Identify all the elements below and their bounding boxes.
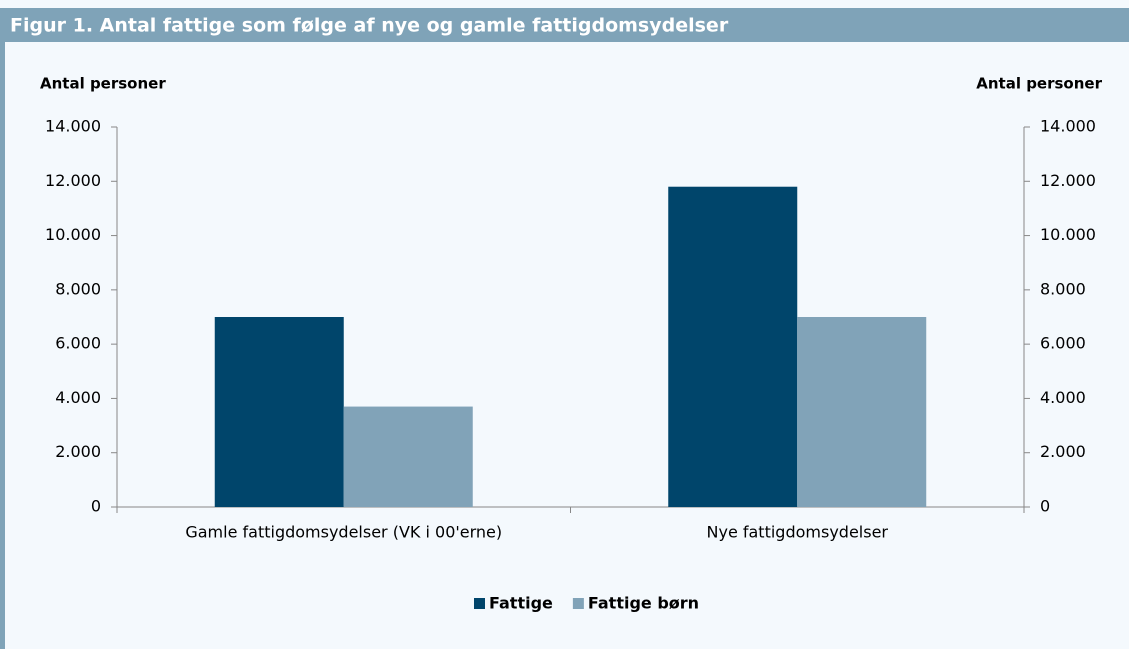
y-axis-label: Antal personer xyxy=(40,75,166,93)
x-tick-label: Gamle fattigdomsydelser (VK i 00'erne) xyxy=(185,523,502,542)
y-tick-label: 12.000 xyxy=(45,171,101,190)
y-tick-label: 8.000 xyxy=(55,279,101,298)
y-tick-label: 6.000 xyxy=(55,334,101,353)
header-bar xyxy=(0,8,1129,42)
y2-tick-label: 10.000 xyxy=(1040,225,1096,244)
x-tick-label: Nye fattigdomsydelser xyxy=(707,523,889,542)
legend-label: Fattige børn xyxy=(588,594,699,613)
bar xyxy=(797,317,927,507)
y2-tick-label: 14.000 xyxy=(1040,117,1096,136)
y2-tick-label: 12.000 xyxy=(1040,171,1096,190)
y-tick-label: 14.000 xyxy=(45,117,101,136)
legend-swatch xyxy=(474,598,485,609)
y2-tick-label: 4.000 xyxy=(1040,388,1086,407)
legend-swatch xyxy=(572,598,584,609)
y2-tick-label: 8.000 xyxy=(1040,279,1086,298)
bar xyxy=(343,406,473,507)
bar xyxy=(668,186,798,507)
y-tick-label: 10.000 xyxy=(45,225,101,244)
y2-axis-label: Antal personer xyxy=(976,75,1102,93)
y2-tick-label: 2.000 xyxy=(1040,442,1086,461)
y-tick-label: 0 xyxy=(91,497,101,516)
bar xyxy=(214,317,344,507)
y-tick-label: 2.000 xyxy=(55,442,101,461)
left-border xyxy=(0,42,5,649)
y-tick-label: 4.000 xyxy=(55,388,101,407)
legend-label: Fattige xyxy=(489,594,553,613)
y2-tick-label: 6.000 xyxy=(1040,334,1086,353)
chart-title: Figur 1. Antal fattige som følge af nye … xyxy=(10,15,729,37)
y2-tick-label: 0 xyxy=(1040,497,1050,516)
